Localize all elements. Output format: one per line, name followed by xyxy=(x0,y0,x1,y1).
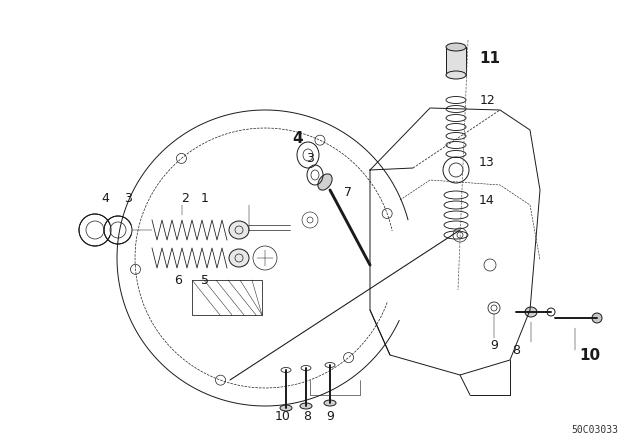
Text: 3: 3 xyxy=(306,151,314,164)
Ellipse shape xyxy=(280,405,292,411)
Ellipse shape xyxy=(446,71,466,79)
Text: 50C03033: 50C03033 xyxy=(571,425,618,435)
Text: 8: 8 xyxy=(512,344,520,357)
Text: 7: 7 xyxy=(344,185,352,198)
Ellipse shape xyxy=(300,403,312,409)
Ellipse shape xyxy=(446,43,466,51)
Text: 13: 13 xyxy=(479,155,495,168)
Text: 3: 3 xyxy=(124,191,132,204)
Text: 14: 14 xyxy=(479,194,495,207)
Text: 9: 9 xyxy=(490,339,498,352)
Text: 10: 10 xyxy=(275,409,291,422)
Ellipse shape xyxy=(592,313,602,323)
Ellipse shape xyxy=(229,249,249,267)
Bar xyxy=(446,47,466,75)
Text: 9: 9 xyxy=(326,409,334,422)
Text: 4: 4 xyxy=(292,130,303,146)
Text: 10: 10 xyxy=(579,348,600,362)
Text: 5: 5 xyxy=(201,273,209,287)
Ellipse shape xyxy=(525,307,537,317)
Text: 1: 1 xyxy=(201,191,209,204)
Text: 11: 11 xyxy=(479,51,500,65)
Text: 12: 12 xyxy=(480,94,496,107)
Bar xyxy=(192,280,262,315)
Ellipse shape xyxy=(324,400,336,406)
Text: 2: 2 xyxy=(181,191,189,204)
Ellipse shape xyxy=(229,221,249,239)
Ellipse shape xyxy=(318,174,332,190)
Text: 4: 4 xyxy=(101,191,109,204)
Text: 8: 8 xyxy=(303,409,311,422)
Text: 6: 6 xyxy=(174,273,182,287)
